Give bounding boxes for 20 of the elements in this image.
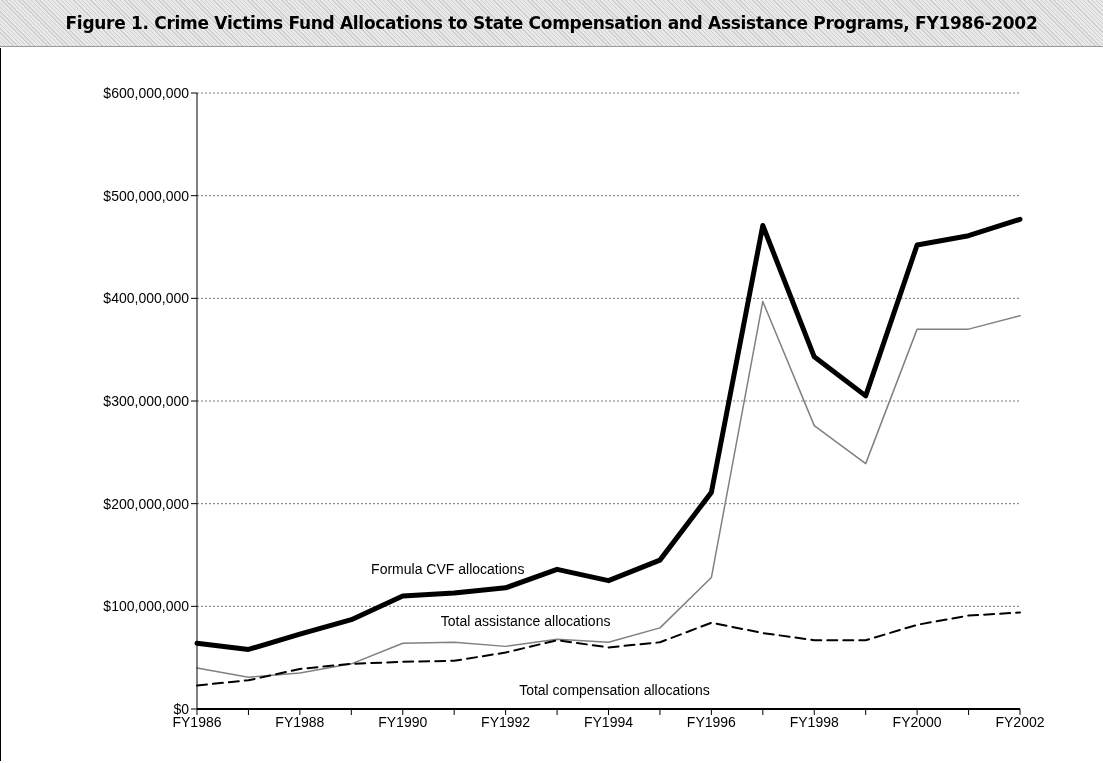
x-tick-label: FY1990 [378, 713, 428, 730]
x-tick-label: FY1992 [481, 713, 531, 730]
y-tick-label: $400,000,000 [103, 290, 190, 307]
x-tick-label: FY2002 [995, 713, 1045, 730]
y-tick-label: $200,000,000 [103, 495, 190, 512]
x-tick-label: FY1996 [686, 713, 737, 730]
x-tick-label: FY1988 [275, 713, 325, 730]
chart-title: Figure 1. Crime Victims Fund Allocations to State Compensation and Assistance Programs, FY1986-2002 [65, 13, 1038, 33]
series-label: Total assistance allocations [440, 613, 611, 630]
x-tick-label: FY1994 [583, 713, 634, 730]
y-tick-label: $300,000,000 [103, 392, 190, 409]
series-label: Formula CVF allocations [371, 561, 525, 578]
y-tick-label: $500,000,000 [103, 187, 190, 204]
text: Total compensation allocations [519, 682, 710, 699]
line-series [196, 300, 1021, 678]
x-tick-label: FY2000 [892, 713, 942, 730]
x-tick-label: FY1998 [789, 713, 839, 730]
y-tick-label: $100,000,000 [103, 598, 190, 615]
y-tick-label: $600,000,000 [103, 84, 190, 101]
y-tick-label: $0 [173, 700, 190, 717]
